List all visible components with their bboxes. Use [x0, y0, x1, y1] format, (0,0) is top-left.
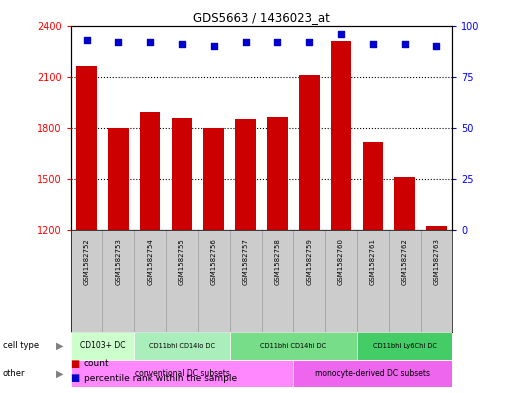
Bar — [267, 117, 288, 230]
Text: ■: ■ — [71, 373, 80, 383]
Text: ▶: ▶ — [56, 341, 64, 351]
Text: GSM1582759: GSM1582759 — [306, 238, 312, 285]
Bar — [134, 332, 230, 360]
Point — [433, 43, 441, 49]
Text: percentile rank within the sample: percentile rank within the sample — [84, 374, 237, 382]
Text: GSM1582760: GSM1582760 — [338, 238, 344, 285]
Bar — [203, 128, 224, 230]
Text: GSM1582756: GSM1582756 — [211, 238, 217, 285]
Point — [369, 41, 377, 47]
Text: GSM1582758: GSM1582758 — [275, 238, 280, 285]
Text: ▶: ▶ — [56, 368, 64, 378]
Text: GSM1582753: GSM1582753 — [116, 238, 121, 285]
Point — [210, 43, 218, 49]
Bar — [331, 41, 351, 230]
Point — [273, 39, 281, 45]
Text: conventional DC subsets: conventional DC subsets — [134, 369, 230, 378]
Text: GSM1582763: GSM1582763 — [434, 238, 439, 285]
Bar — [362, 142, 383, 230]
Bar — [299, 75, 320, 230]
Text: CD11bhi CD14hi DC: CD11bhi CD14hi DC — [260, 343, 326, 349]
Bar — [71, 360, 293, 387]
Text: GSM1582757: GSM1582757 — [243, 238, 248, 285]
Title: GDS5663 / 1436023_at: GDS5663 / 1436023_at — [193, 11, 330, 24]
Point — [114, 39, 122, 45]
Bar — [426, 226, 447, 230]
Text: GSM1582755: GSM1582755 — [179, 238, 185, 285]
Bar — [293, 360, 452, 387]
Bar — [172, 118, 192, 230]
Text: GSM1582752: GSM1582752 — [84, 238, 89, 285]
Text: CD11bhi Ly6Chi DC: CD11bhi Ly6Chi DC — [373, 343, 437, 349]
Text: cell type: cell type — [3, 342, 39, 350]
Bar — [140, 112, 161, 230]
Bar — [230, 332, 357, 360]
Point — [242, 39, 250, 45]
Bar — [108, 128, 129, 230]
Text: GSM1582761: GSM1582761 — [370, 238, 376, 285]
Bar — [394, 177, 415, 230]
Point — [178, 41, 186, 47]
Bar — [357, 332, 452, 360]
Point — [305, 39, 313, 45]
Text: CD11bhi CD14lo DC: CD11bhi CD14lo DC — [149, 343, 215, 349]
Text: GSM1582754: GSM1582754 — [147, 238, 153, 285]
Point — [337, 31, 345, 37]
Text: ■: ■ — [71, 358, 80, 369]
Bar — [71, 332, 134, 360]
Text: monocyte-derived DC subsets: monocyte-derived DC subsets — [315, 369, 430, 378]
Text: count: count — [84, 359, 109, 368]
Point — [82, 37, 90, 43]
Text: GSM1582762: GSM1582762 — [402, 238, 407, 285]
Text: other: other — [3, 369, 25, 378]
Text: CD103+ DC: CD103+ DC — [79, 342, 125, 350]
Point — [401, 41, 409, 47]
Bar — [76, 66, 97, 230]
Point — [146, 39, 154, 45]
Bar — [235, 119, 256, 230]
